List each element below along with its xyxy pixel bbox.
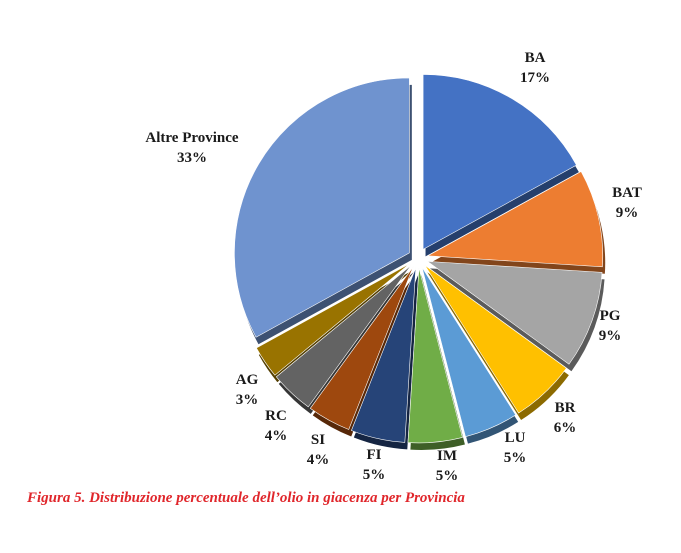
slice-percent-label: 33% [177,150,207,166]
pie-slice-si [309,266,414,430]
slice-label-br: BR 6% [554,400,577,436]
pie-slice-ag [255,263,410,376]
slice-percent-label: 9% [616,205,639,221]
slice-percent-label: 9% [599,328,622,344]
slice-category-label: RC [265,408,287,424]
slice-category-label: BA [525,50,546,66]
slice-category-label: BR [555,400,576,416]
slice-label-im: IM 5% [436,448,459,480]
slice-label-rc: RC 4% [265,408,288,444]
pie-slice-rc [275,265,412,408]
pie-slice-fi [351,267,417,443]
slice-label-altre-province: Altre Province 33% [145,130,239,166]
slice-percent-label: 6% [554,420,577,436]
slice-category-label: SI [311,432,325,448]
slice-percent-label: 17% [520,70,550,86]
slice-label-fi: FI 5% [363,447,386,480]
figure-caption: Figura 5. Distribuzione percentuale dell… [27,490,465,506]
pie-slice-ba [422,74,577,250]
slice-category-label: LU [505,430,526,446]
slice-label-lu: LU 5% [504,430,527,466]
slice-label-pg: PG 9% [599,308,622,344]
slice-percent-label: 4% [265,428,288,444]
slice-label-si: SI 4% [307,432,330,468]
pie-slice-im [407,267,463,444]
pie-slice-lu [421,267,517,438]
slice-label-bat: BAT 9% [612,185,642,221]
pie-slice-altre-province [234,77,410,338]
slice-category-label: IM [437,448,457,464]
pie-chart: BA 17% BAT 9% PG 9% BR 6% LU 5% IM 5% FI 5% SI 4% RC 4% AG… [145,50,642,480]
slice-percent-label: 5% [436,468,459,480]
slice-percent-label: 4% [307,452,330,468]
slice-category-label: PG [600,308,621,324]
pie-slice-bat [426,171,604,268]
pie-slice-pg [426,261,603,365]
slice-percent-label: 3% [236,392,259,408]
slice-label-ba: BA 17% [520,50,550,86]
slice-category-label: AG [236,372,259,388]
pie-slice-br [424,265,567,414]
slice-percent-label: 5% [363,467,386,480]
slice-percent-label: 5% [504,450,527,466]
slice-label-ag: AG 3% [236,372,259,408]
slice-category-label: FI [367,447,382,463]
slice-category-label: BAT [612,185,642,201]
slice-category-label: Altre Province [145,130,239,146]
